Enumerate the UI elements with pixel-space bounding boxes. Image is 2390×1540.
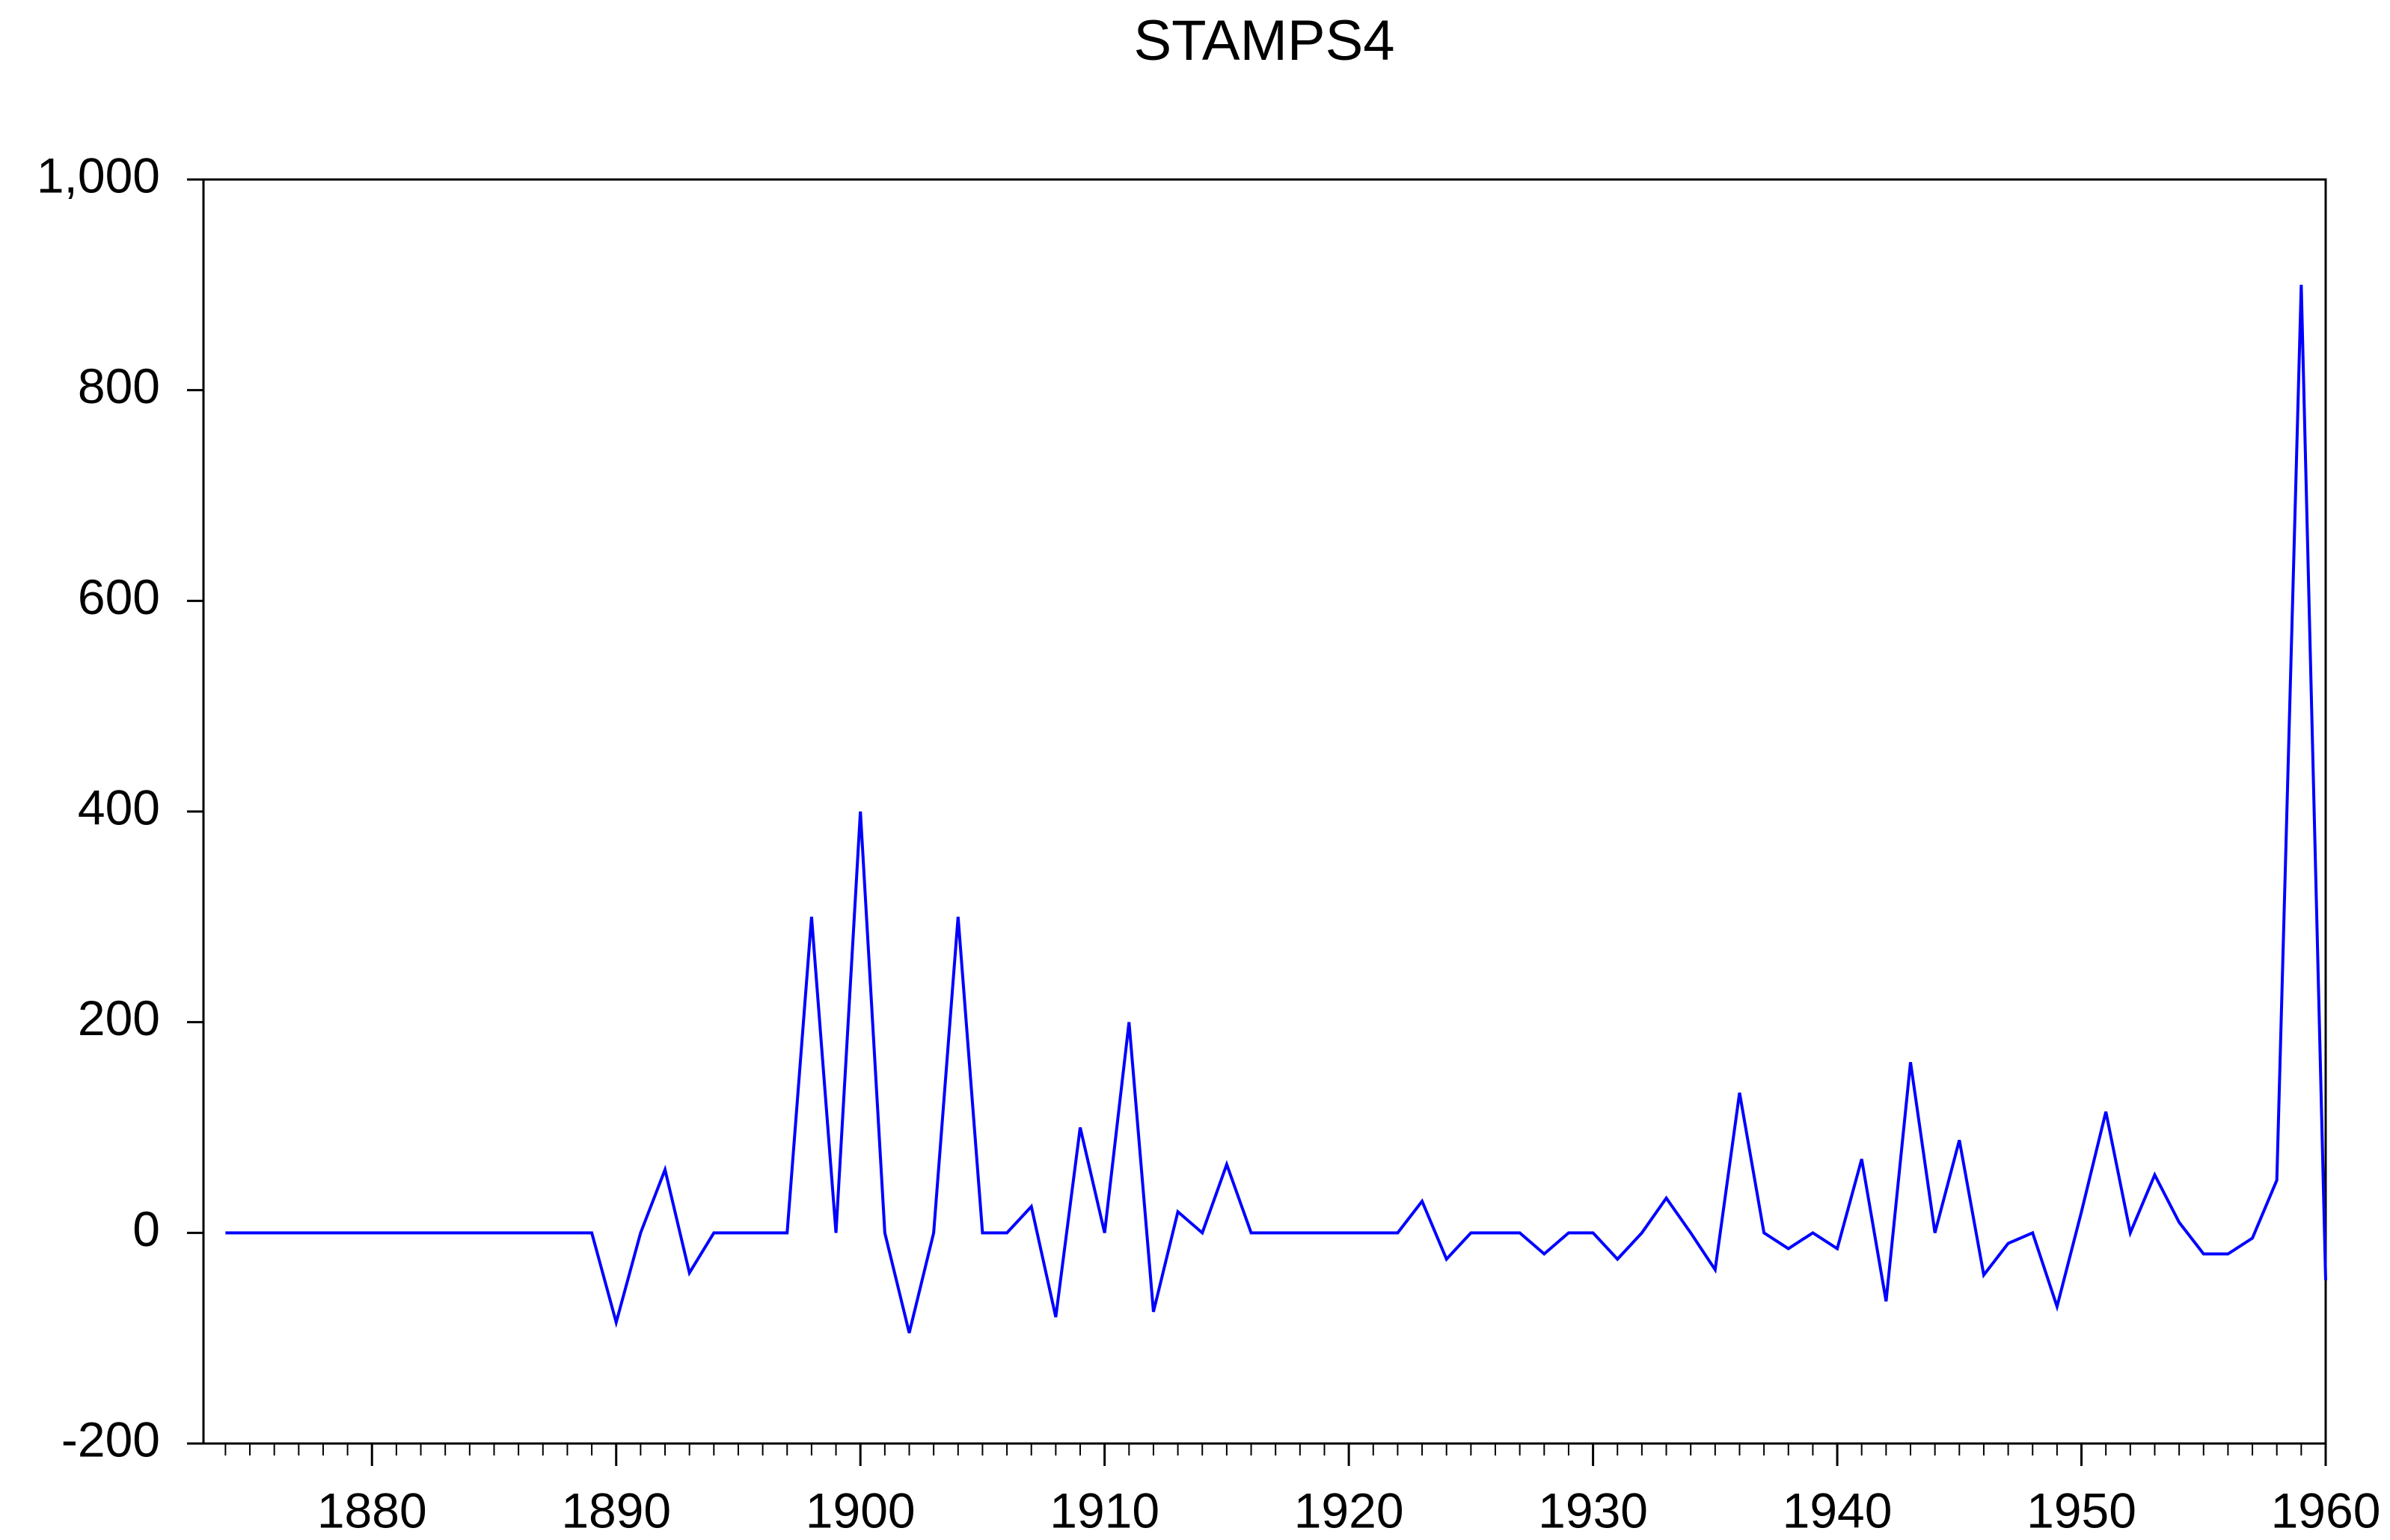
x-tick-label: 1950 [2026, 1482, 2136, 1538]
x-tick-label: 1930 [1538, 1482, 1648, 1538]
y-tick-label: 600 [78, 569, 160, 625]
plot-frame [202, 178, 2327, 1445]
x-tick-label: 1960 [2271, 1482, 2381, 1538]
data-line [225, 284, 2327, 1334]
y-tick-label: 400 [78, 779, 160, 835]
x-tick-label: 1910 [1050, 1482, 1159, 1538]
x-tick-label: 1880 [317, 1482, 427, 1538]
y-tick-label: 1,000 [37, 147, 160, 203]
y-tick-label: 800 [78, 358, 160, 414]
y-tick-label: -200 [61, 1411, 160, 1467]
y-tick-label: 0 [132, 1201, 160, 1257]
chart-title: STAMPS4 [1133, 9, 1394, 73]
x-tick-label: 1940 [1783, 1482, 1893, 1538]
x-tick-label: 1920 [1294, 1482, 1404, 1538]
x-tick-label: 1900 [806, 1482, 916, 1538]
y-tick-label: 200 [78, 990, 160, 1046]
x-tick-label: 1890 [561, 1482, 671, 1538]
